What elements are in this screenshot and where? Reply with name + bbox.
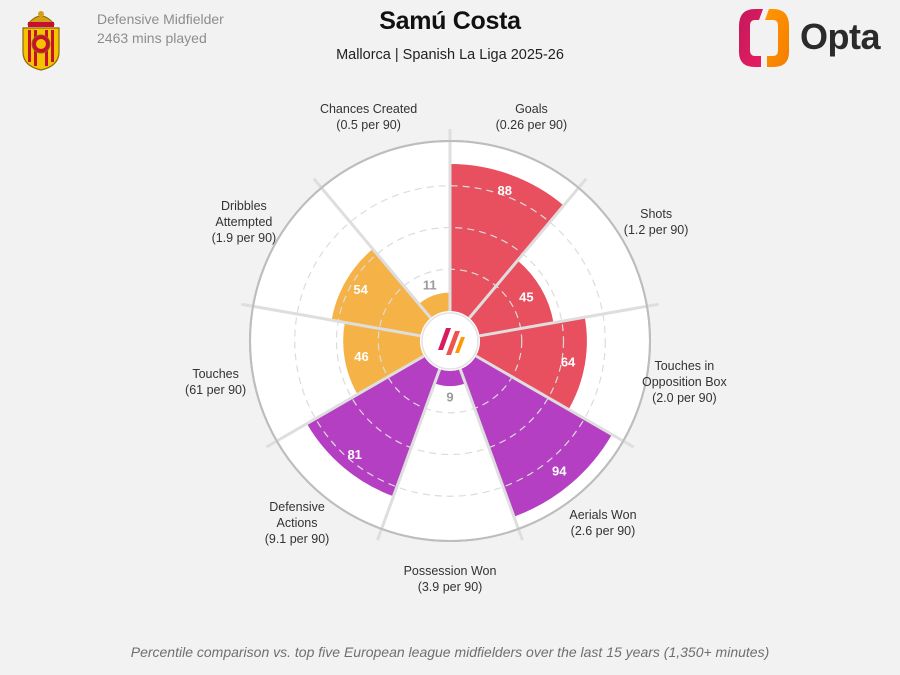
category-name: Touches [192, 367, 239, 382]
mallorca-crest-icon [22, 11, 60, 71]
value-label-1: 45 [519, 289, 533, 304]
category-name: Dribbles Attempted [215, 199, 273, 229]
category-label-5: Defensive Actions (9.1 per 90) [212, 499, 382, 547]
value-label-8: 11 [423, 278, 437, 293]
category-per90: (61 per 90) [185, 383, 247, 398]
spoke-2 [479, 302, 660, 338]
opta-mark-icon [438, 328, 465, 355]
player-name: Samú Costa [379, 7, 521, 35]
center-badge [421, 312, 479, 370]
category-per90: (2.6 per 90) [570, 524, 636, 539]
opta-logo-icon [739, 9, 789, 67]
category-label-0: Goals (0.26 per 90) [446, 101, 616, 133]
category-per90: (0.26 per 90) [495, 118, 568, 133]
category-per90: (1.9 per 90) [211, 231, 277, 245]
category-label-8: Chances Created (0.5 per 90) [284, 101, 454, 133]
spoke-4 [458, 368, 524, 541]
bar-0 [450, 164, 564, 319]
bar-3 [460, 356, 612, 517]
category-name: Chances Created [319, 102, 418, 117]
bar-5 [306, 356, 440, 497]
category-per90: (2.0 per 90) [652, 391, 717, 406]
value-label-7: 54 [353, 282, 368, 297]
spoke-1 [468, 177, 588, 319]
spoke-3 [475, 354, 635, 449]
grid-ring-2 [294, 185, 606, 497]
category-label-3: Aerials Won (2.6 per 90) [518, 507, 688, 539]
minutes-played: 2463 mins played [97, 30, 207, 46]
value-label-0: 88 [497, 183, 511, 198]
value-label-2: 64 [561, 354, 576, 369]
category-name: Shots [640, 207, 673, 221]
category-name: Goals [515, 102, 548, 117]
chart-footnote: Percentile comparison vs. top five Europ… [130, 644, 770, 660]
category-name: Aerials Won [569, 508, 637, 523]
category-name: Touches in Opposition Box [641, 359, 727, 390]
spoke-5 [376, 368, 442, 541]
category-per90: (9.1 per 90) [264, 532, 330, 547]
value-label-5: 81 [347, 447, 361, 462]
bar-1 [469, 260, 554, 336]
category-per90: (1.2 per 90) [623, 223, 689, 237]
team-competition: Mallorca | Spanish La Liga 2025-26 [336, 47, 564, 63]
category-name: Possession Won [403, 564, 497, 578]
value-label-6: 46 [354, 349, 368, 364]
spoke-7 [240, 302, 421, 338]
category-label-4: Possession Won (3.9 per 90) [365, 563, 535, 595]
bar-2 [475, 317, 587, 410]
category-label-7: Dribbles Attempted (1.9 per 90) [159, 198, 329, 246]
category-label-2: Touches in Opposition Box (2.0 per 90) [599, 358, 769, 406]
bar-7 [331, 248, 431, 336]
spoke-8 [312, 177, 432, 319]
category-name: Defensive Actions [269, 500, 325, 531]
value-label-4: 9 [446, 390, 453, 405]
category-label-6: Touches (61 per 90) [131, 366, 301, 398]
spoke-6 [265, 354, 425, 449]
category-per90: (3.9 per 90) [417, 580, 483, 594]
bar-6 [343, 322, 425, 395]
value-label-3: 94 [552, 464, 567, 479]
category-label-1: Shots (1.2 per 90) [571, 206, 741, 238]
radar-outer-ring [249, 140, 651, 542]
player-position: Defensive Midfielder [97, 11, 224, 27]
category-per90: (0.5 per 90) [336, 118, 401, 133]
opta-wordmark: Opta [800, 16, 881, 57]
bar-4 [434, 369, 466, 387]
